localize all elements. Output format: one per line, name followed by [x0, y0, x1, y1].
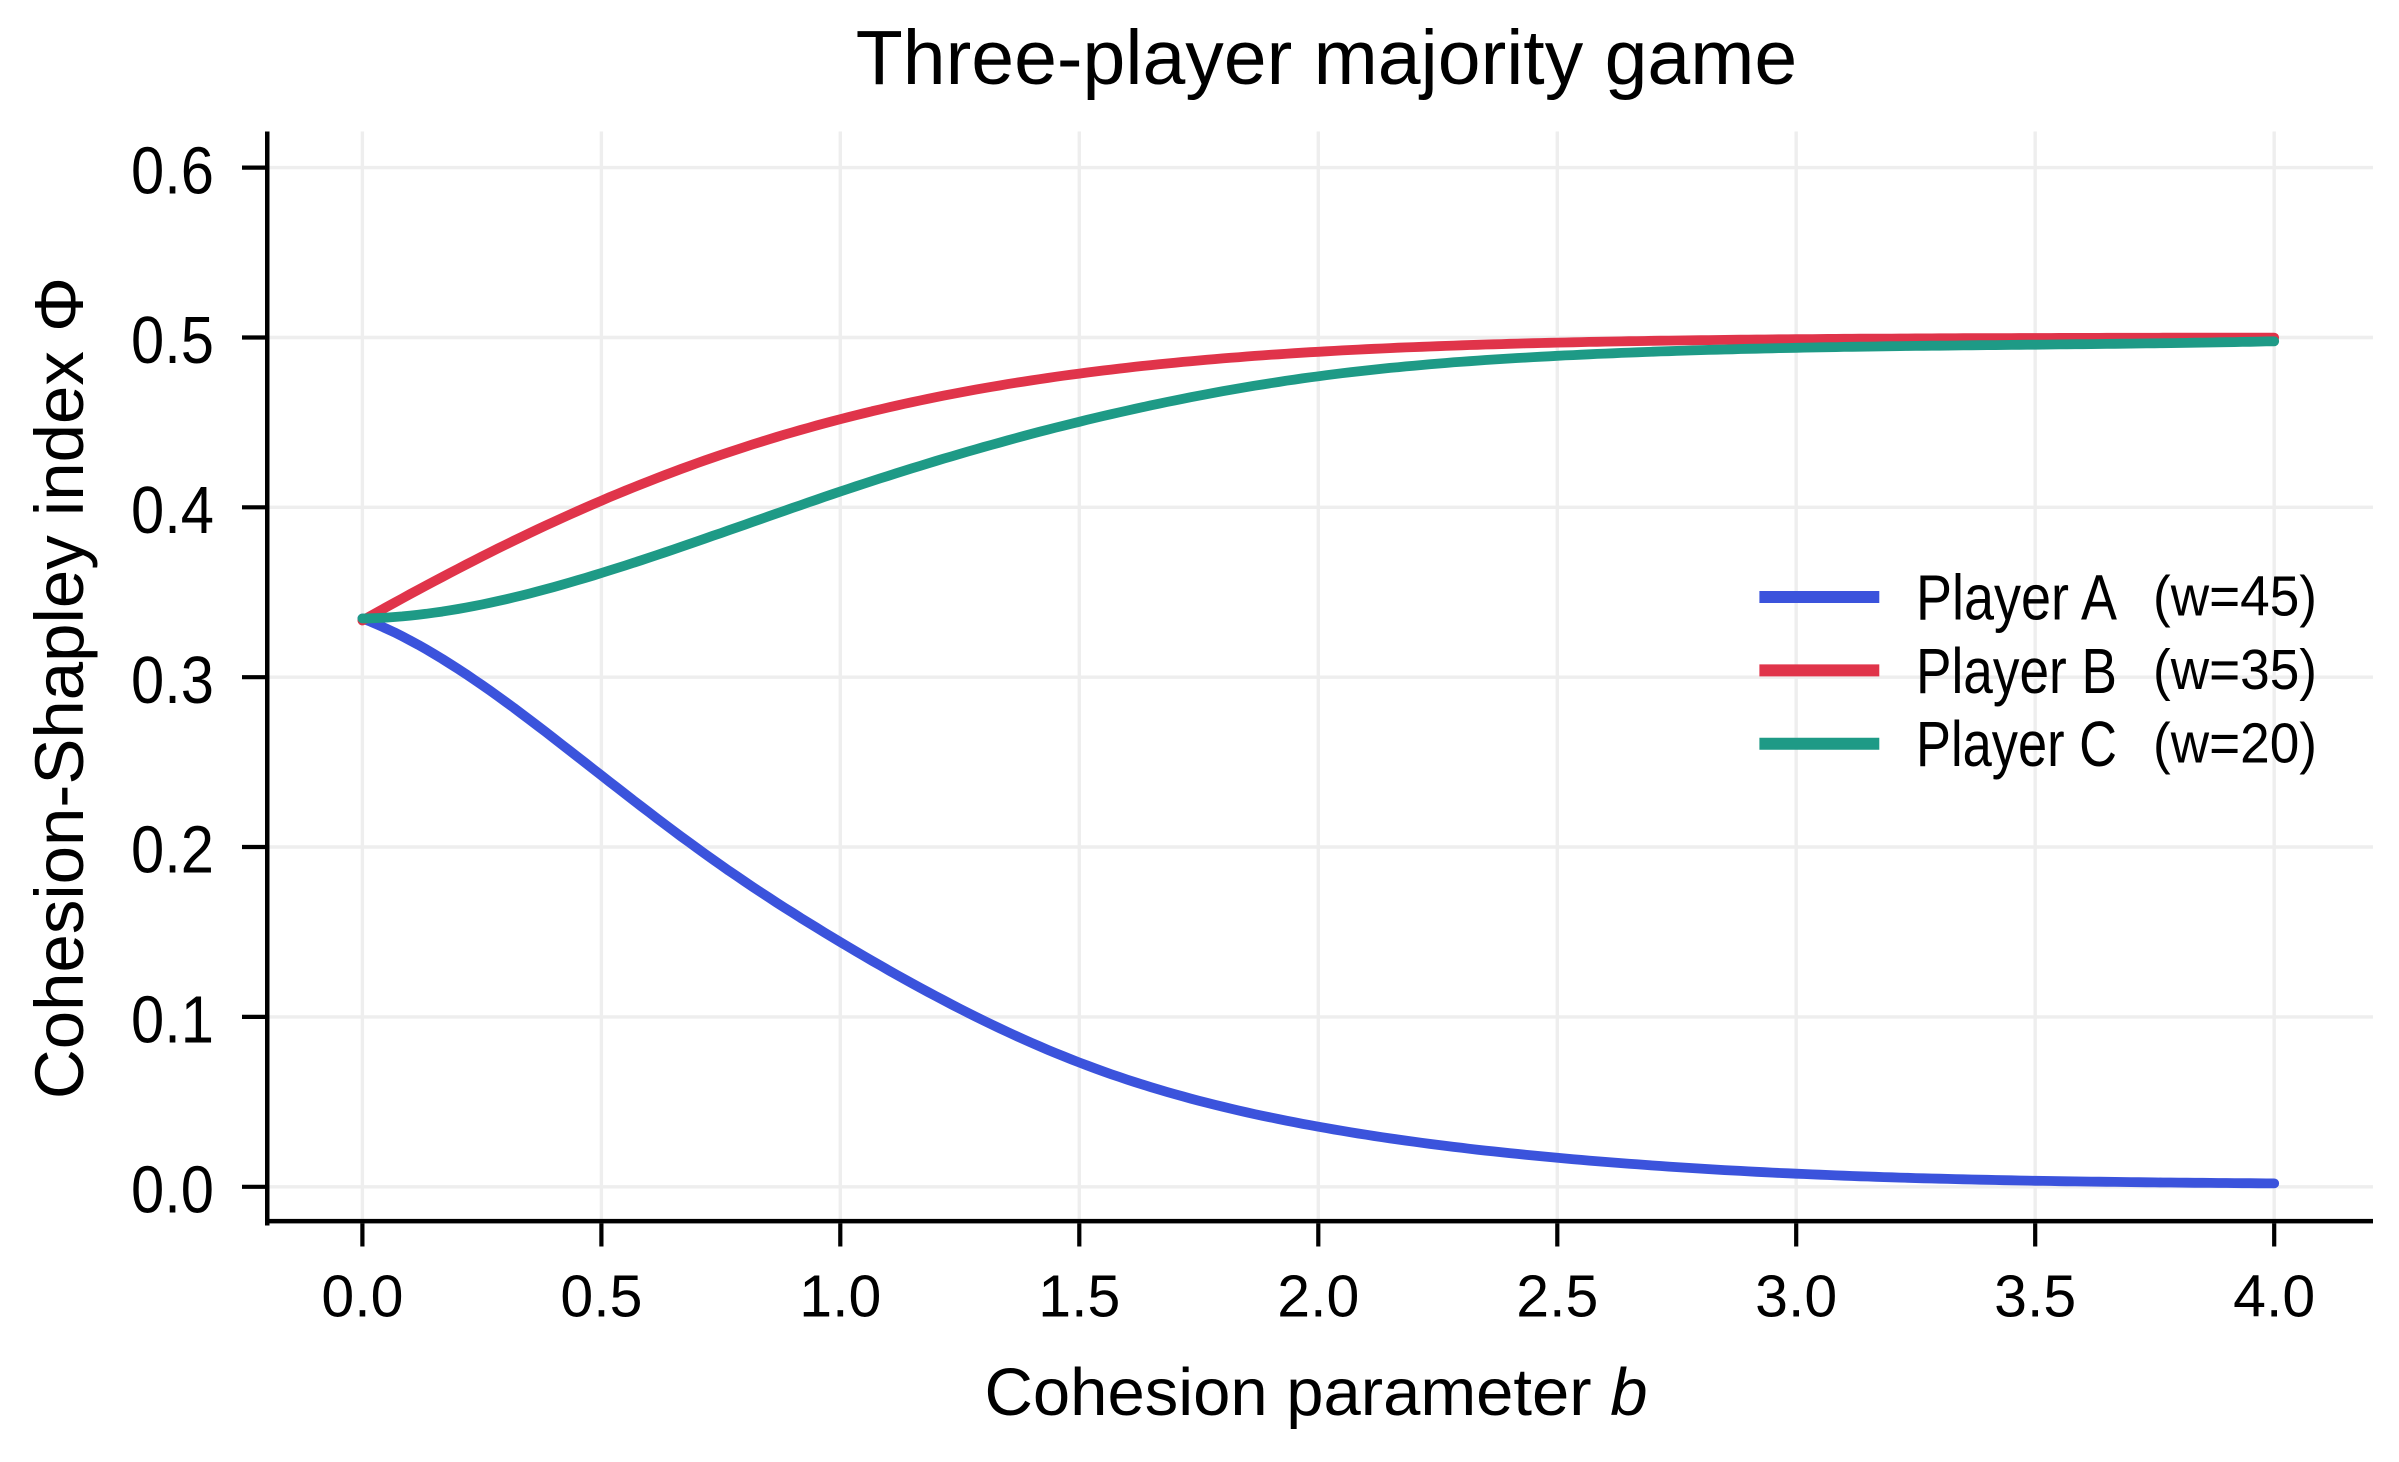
svg-text:Cohesion parameter b: Cohesion parameter b — [985, 1355, 1648, 1430]
svg-text:0.0: 0.0 — [131, 1153, 214, 1228]
svg-text:4.0: 4.0 — [2233, 1264, 2315, 1330]
svg-text:0.6: 0.6 — [131, 133, 214, 208]
svg-text:3.5: 3.5 — [1994, 1264, 2076, 1330]
svg-text:Three-player majority game: Three-player majority game — [856, 15, 1797, 101]
svg-text:Player C: Player C — [1916, 708, 2117, 780]
svg-text:3.0: 3.0 — [1755, 1264, 1837, 1330]
svg-text:Player A: Player A — [1916, 561, 2117, 633]
svg-text:0.5: 0.5 — [131, 303, 214, 378]
svg-text:0.1: 0.1 — [131, 983, 214, 1058]
svg-text:0.5: 0.5 — [560, 1264, 642, 1330]
svg-text:(w=45): (w=45) — [2153, 565, 2317, 629]
svg-text:0.3: 0.3 — [131, 643, 214, 718]
svg-text:2.0: 2.0 — [1277, 1264, 1359, 1330]
svg-text:Player B: Player B — [1916, 635, 2117, 707]
svg-text:Cohesion-Shapley index Φ: Cohesion-Shapley index Φ — [21, 277, 98, 1099]
svg-text:0.0: 0.0 — [321, 1264, 403, 1330]
svg-text:(w=20): (w=20) — [2153, 711, 2317, 775]
svg-text:(w=35): (w=35) — [2153, 638, 2317, 702]
svg-text:1.0: 1.0 — [799, 1264, 881, 1330]
svg-text:0.4: 0.4 — [131, 473, 214, 548]
svg-text:2.5: 2.5 — [1516, 1264, 1598, 1330]
svg-text:1.5: 1.5 — [1038, 1264, 1120, 1330]
svg-text:0.2: 0.2 — [131, 813, 214, 888]
